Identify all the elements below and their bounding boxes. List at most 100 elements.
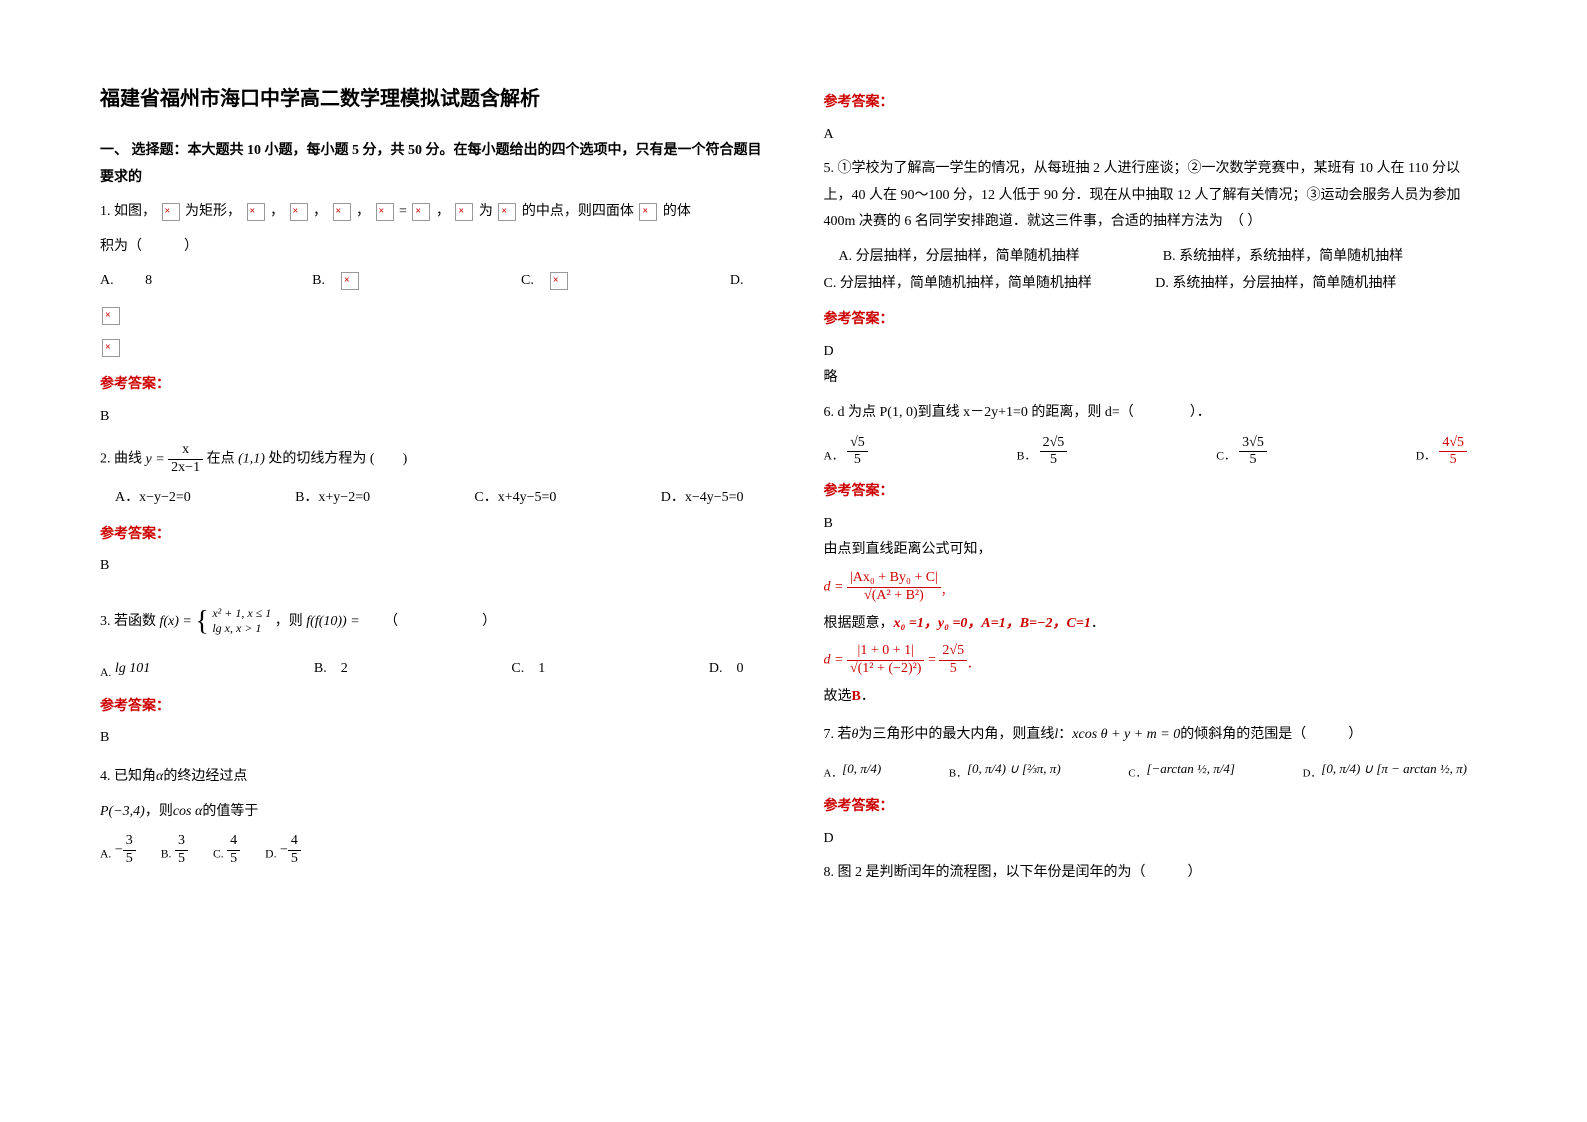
q6-expl-3-b: B (852, 689, 861, 704)
q7-D: D． (1303, 767, 1322, 779)
q6-Dn: 4√5 (1439, 435, 1467, 453)
q7-Aint: [0, π/4) (842, 761, 881, 776)
question-7: 7. 若θ为三角形中的最大内角，则直线l：xcos θ + y + m = 0的… (824, 722, 1488, 749)
q6-expl-3-post: ． (861, 689, 875, 704)
question-6: 6. d 为点 P(1, 0)到直线 x－2y+1=0 的距离，则 d=（ ）． (824, 400, 1488, 427)
q1-sep: ， (270, 204, 284, 219)
q6-A: A． (824, 449, 844, 462)
q1-stem-1: 1. 如图， (100, 204, 156, 219)
q2-num: x (168, 442, 203, 460)
q6-formula-d: d = |Ax₀ + By₀ + C|√(A² + B²)， (824, 570, 1488, 605)
missing-image-icon (412, 203, 430, 221)
q7-options: A．[0, π/4) B．[0, π/4) ∪ [⅔π, π) C．[−arct… (824, 757, 1488, 784)
q5-note: 略 (824, 365, 1488, 392)
q4-A: A. (100, 848, 111, 861)
q1-optC: C. (521, 273, 534, 288)
answer-label: 参考答案： (824, 90, 1488, 117)
q6-expl-3-pre: 故选 (824, 689, 852, 704)
q1-sep: ， (356, 204, 370, 219)
q5-options-row2: C. 分层抽样，简单随机抽样，简单随机抽样 D. 系统抽样，分层抽样，简单随机抽… (824, 271, 1488, 298)
q6-expl-3: 故选B． (824, 684, 1488, 711)
q2-optB: B．x+y−2=0 (295, 485, 370, 512)
q6-Cd: 5 (1239, 452, 1267, 469)
question-8: 8. 图 2 是判断闰年的流程图，以下年份是闰年的为（ ） (824, 860, 1488, 887)
answer-label: 参考答案： (824, 794, 1488, 821)
answer-label: 参考答案： (100, 522, 764, 549)
q3-optA-label: A. (100, 666, 111, 679)
missing-image-icon (498, 203, 516, 221)
q7-colon: ： (1058, 727, 1072, 742)
question-5: 5. ①学校为了解高一学生的情况，从每班抽 2 人进行座谈；②一次数学竞赛中，某… (824, 156, 1488, 236)
missing-image-icon (341, 272, 359, 290)
section-instruction: 一、 选择题：本大题共 10 小题，每小题 5 分，共 50 分。在每小题给出的… (100, 138, 764, 191)
q2-optA: A．x−y−2=0 (115, 485, 191, 512)
question-4: 4. 已知角α的终边经过点 (100, 764, 764, 791)
q4-cos: cos α (173, 804, 203, 819)
q3-optA: lg 101 (115, 661, 150, 676)
q2-optC: C．x+4y−5=0 (474, 485, 556, 512)
q2-point: (1,1) (238, 452, 265, 467)
q3-stem-2: ，则 (275, 614, 303, 629)
q1-options: A. 8 B. C. D. (100, 268, 764, 295)
q4-line2: P(−3,4)，则cos α的值等于 (100, 799, 764, 826)
q4-Aneg: − (115, 843, 123, 858)
q7-eq: xcos θ + y + m = 0 (1072, 727, 1180, 742)
q4-stem-3: ，则 (145, 804, 173, 819)
q6-r2den: 5 (939, 661, 967, 678)
q6-expl-1: 由点到直线距离公式可知， (824, 537, 1488, 564)
q2-stem-2: 在点 (207, 452, 235, 467)
q2-stem-1: 2. 曲线 (100, 452, 142, 467)
q1-optD: D. (730, 268, 744, 295)
question-1: 1. 如图， 为矩形， ， ， ， = ， 为 的中点，则四面体 的体 (100, 199, 764, 226)
q1-stem-2: 为矩形， (185, 204, 241, 219)
q3-options: A. lg 101 B. 2 C. 1 D. 0 (100, 656, 764, 684)
q4-options: A. −35 B. 35 C. 45 D. −45 (100, 833, 764, 868)
right-column: 参考答案： A 5. ①学校为了解高一学生的情况，从每班抽 2 人进行座谈；②一… (824, 80, 1488, 895)
q7-s2: 为三角形中的最大内角，则直线 (858, 727, 1054, 742)
q7-Bint: [0, π/4) ∪ [⅔π, π) (967, 761, 1061, 776)
q7-s3: 的倾斜角的范围是（ ） (1180, 727, 1362, 742)
q3-stem-3: （ ） (363, 614, 496, 629)
q2-options: A．x−y−2=0 B．x+y−2=0 C．x+4y−5=0 D．x−4y−5=… (115, 485, 764, 512)
q1-sep: ， (436, 204, 450, 219)
q6-options: A． √55 B． 2√55 C． 3√55 D． 4√55 (824, 435, 1488, 470)
missing-image-icon (102, 339, 120, 357)
q5-optD: D. 系统抽样，分层抽样，简单随机抽样 (1155, 271, 1487, 298)
q6-rnum: |1 + 0 + 1| (847, 643, 925, 661)
q6-D: D． (1416, 449, 1436, 462)
q3-piece1: x² + 1, x ≤ 1 (212, 606, 271, 620)
q7-s1: 7. 若 (824, 727, 852, 742)
q2-den: 2x−1 (168, 460, 203, 477)
q4-Dneg: − (280, 843, 288, 858)
q4-Bn: 3 (175, 833, 188, 851)
q1-sep: ， (313, 204, 327, 219)
q3-optB: B. 2 (314, 656, 348, 684)
missing-image-icon (639, 203, 657, 221)
question-3: 3. 若函数 f(x) = { x² + 1, x ≤ 1 lg x, x > … (100, 595, 764, 648)
q6-expl-2-pre: 根据题意， (824, 616, 894, 631)
question-2: 2. 曲线 y = x2x−1 在点 (1,1) 处的切线方程为 ( ) (100, 442, 764, 477)
q1-optA: A. 8 (100, 268, 152, 295)
q1-optB: B. (312, 273, 325, 288)
q4-answer: A (824, 122, 1488, 149)
q5-optB: B. 系统抽样，系统抽样，简单随机抽样 (1163, 244, 1487, 271)
q4-stem-4: 的值等于 (202, 804, 258, 819)
q7-B: B． (949, 767, 967, 779)
q4-Ad: 5 (123, 851, 136, 868)
missing-image-icon (162, 203, 180, 221)
q2-eq: = (155, 452, 164, 467)
q3-ff: f(f(10)) = (306, 614, 359, 629)
q4-B: B. (161, 848, 172, 861)
q4-C: C. (213, 848, 224, 861)
missing-image-icon (102, 307, 120, 325)
missing-image-icon (333, 203, 351, 221)
q7-C: C． (1128, 767, 1146, 779)
missing-image-icon (290, 203, 308, 221)
q6-req: = (928, 653, 936, 668)
q6-r2num: 2√5 (939, 643, 967, 661)
q1-eq: = (399, 204, 407, 219)
q3-optC: C. 1 (511, 656, 545, 684)
q1-answer: B (100, 404, 764, 431)
q6-result: d = |1 + 0 + 1|√(1² + (−2)²) = 2√55． (824, 643, 1488, 678)
q6-An: √5 (847, 435, 868, 453)
